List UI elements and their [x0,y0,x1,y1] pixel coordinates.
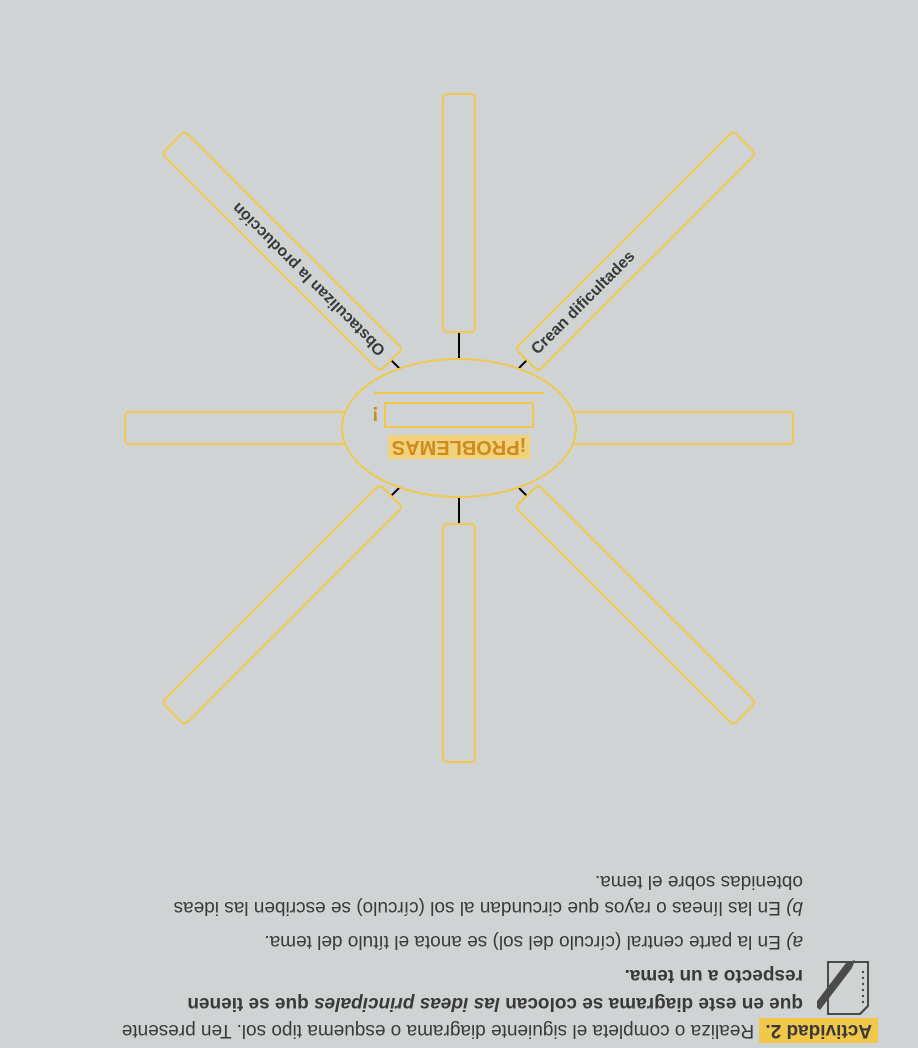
activity-text-1: Realiza o completa el siguiente diagrama… [122,1020,754,1041]
activity-line-3: respecto a un tema. [625,964,803,986]
list-item-b: b) En las líneas o rayos que circundan a… [33,869,803,920]
list-item-a: a) En la parte central (círculo del sol)… [33,930,803,952]
activity-line-1: Actividad 2. Realiza o completa el sigui… [38,1018,878,1042]
sun-center-blank-box: ! [384,402,534,428]
ray-label-box: Obstaculizan la producción [161,130,404,373]
item-a-letter: a) [786,931,803,952]
worksheet-page: Actividad 2. Realiza o completa el sigui… [0,0,918,1048]
emphasis-ideas: las ideas principales [314,993,500,1014]
ray-label-box [554,411,794,445]
ray-label-box [442,523,476,763]
ray-label-box [442,93,476,333]
activity-label: Actividad 2. [759,1018,878,1043]
sun-center-underline [374,392,544,394]
ray-label-box: Crean dificultades [514,130,757,373]
sun-center-title: ¡PROBLEMAS [359,435,559,458]
ray-label-box [514,483,757,726]
sun-center-title-bang: ! [372,401,379,424]
sun-center-ellipse [341,358,577,498]
ray-label-box [161,483,404,726]
ray-label-box [124,411,364,445]
item-b-letter: b) [786,897,803,918]
activity-line-2: que en este diagrama se colocan las idea… [33,992,803,1014]
pencil-paper-icon [817,958,872,1018]
